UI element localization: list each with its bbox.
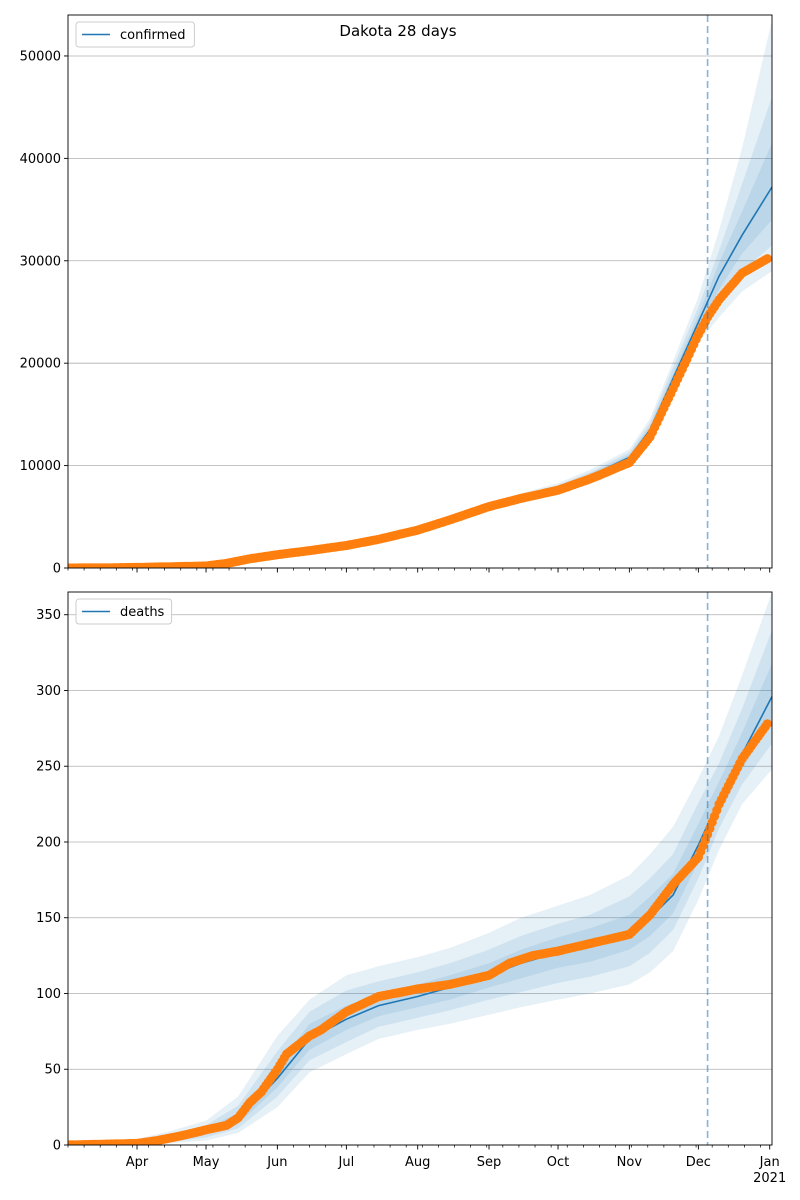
plot-area	[68, 592, 772, 1145]
y-tick-label: 250	[36, 760, 61, 775]
x-tick-label: Nov	[617, 1155, 643, 1170]
y-tick-label: 30000	[20, 254, 61, 269]
y-tick-label: 40000	[20, 152, 61, 167]
y-tick-label: 300	[36, 684, 61, 699]
model-line	[68, 186, 772, 568]
confidence-band-3	[68, 143, 772, 568]
x-tick-label: Jan	[759, 1155, 780, 1170]
y-tick-label: 50000	[20, 49, 61, 64]
x-tick-label: May	[193, 1155, 220, 1170]
legend: deaths	[75, 598, 173, 625]
observed-series	[68, 254, 772, 568]
y-tick-label: 200	[36, 835, 61, 850]
y-tick-label: 350	[36, 608, 61, 623]
x-tick-label: Aug	[405, 1155, 430, 1170]
x-tick-label: Sep	[477, 1155, 502, 1170]
legend-label: confirmed	[120, 28, 186, 43]
legend-box	[75, 21, 195, 48]
figure-title: Dakota 28 days	[339, 22, 456, 40]
y-tick-label: 100	[36, 987, 61, 1002]
deaths-panel: 0 50 100 150 200 250 300 350 Apr May Jun Jul Aug Sep O…	[36, 591, 786, 1186]
y-tick-label: 150	[36, 911, 61, 926]
axes-frame	[67, 591, 773, 1146]
confidence-band-2	[68, 96, 772, 568]
legend-label: deaths	[120, 605, 165, 620]
x-tick-label: Oct	[547, 1155, 569, 1170]
axes-frame	[67, 14, 773, 569]
confidence-band-3	[68, 663, 772, 1145]
y-tick-label: 0	[53, 1139, 61, 1154]
observed-point	[762, 254, 772, 264]
x-tick-label: Apr	[126, 1155, 149, 1170]
x-tick-label: Jul	[338, 1155, 355, 1170]
x-tick-label: Jun	[266, 1155, 287, 1170]
x-tick-label: Dec	[686, 1155, 711, 1170]
y-tick-label: 20000	[20, 357, 61, 372]
legend: confirmed	[75, 21, 195, 48]
y-tick-label: 0	[53, 562, 61, 577]
observed-point	[762, 719, 772, 729]
observed-series	[68, 719, 772, 1145]
y-tick-label: 10000	[20, 459, 61, 474]
confirmed-panel: 0 10000 20000 30000 40000 50000 confirmed	[20, 14, 773, 577]
legend-box	[75, 598, 173, 625]
confidence-band-1	[68, 20, 772, 568]
x-tick-sublabel: 2021	[753, 1171, 786, 1186]
plot-area	[68, 20, 772, 568]
y-tick-label: 50	[44, 1063, 61, 1078]
